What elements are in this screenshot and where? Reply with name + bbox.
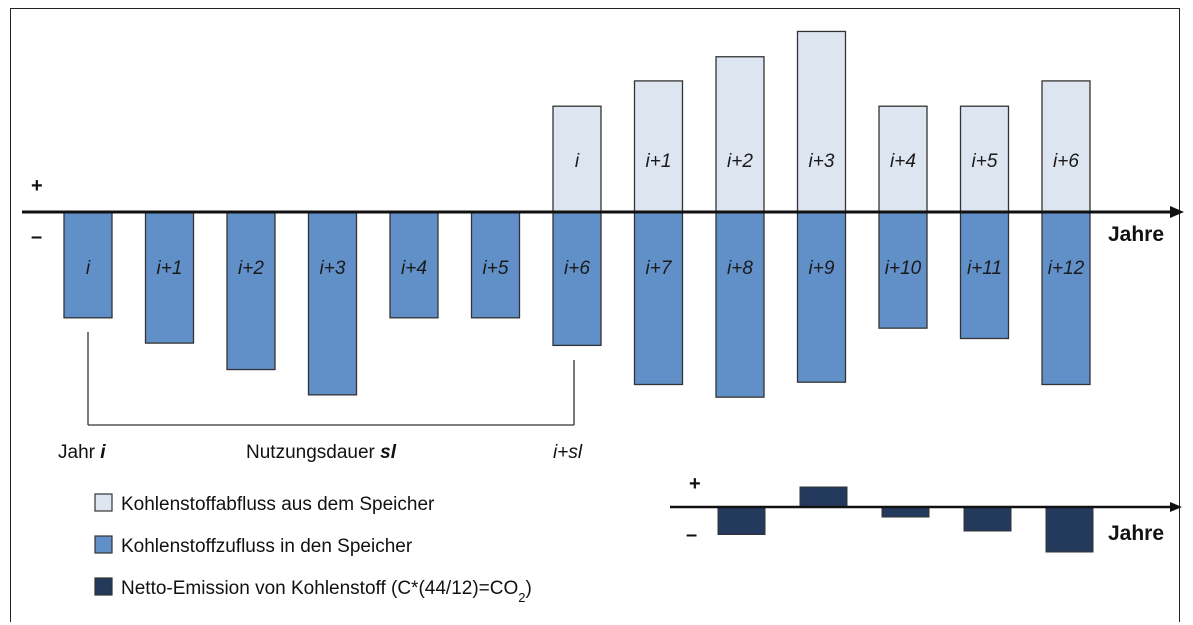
inflow-bar-label: i+10 (885, 258, 922, 279)
legend-swatch-outflow (94, 493, 113, 512)
outflow-bar-label: i (575, 151, 580, 172)
inflow-bar-i+6 (552, 211, 602, 347)
legend-text-net: Netto-Emission von Kohlenstoff (C*(44/12… (121, 578, 532, 605)
outflow-bar-i (552, 105, 602, 213)
outflow-bar-label: i+5 (972, 151, 998, 172)
outflow-bar-label: i+6 (1053, 151, 1079, 172)
legend: Kohlenstoffabfluss aus dem Speicher Kohle… (94, 493, 532, 605)
inflow-bar-i+5 (470, 211, 521, 319)
net-minus-sign: – (686, 524, 697, 546)
inflow-bar-i+2 (226, 211, 276, 371)
legend-text-outflow: Kohlenstoffabfluss aus dem Speicher (121, 494, 435, 515)
outflow-bar-i+6 (1041, 80, 1091, 213)
end-year-label: i+sl (553, 442, 583, 463)
inflow-bar-i+11 (959, 211, 1010, 340)
inflow-bar-i+3 (307, 211, 358, 396)
inflow-bar-label: i+11 (967, 258, 1002, 279)
net-emission-bar (1045, 506, 1094, 553)
inflow-bar-label: i+1 (157, 258, 183, 279)
inflow-bar-label: i+6 (564, 258, 590, 279)
inflow-bar-label: i (86, 258, 91, 279)
figure-frame (10, 8, 1180, 622)
main-minus-sign: – (31, 226, 42, 248)
main-plus-sign: + (31, 175, 43, 197)
inflow-bar-i+12 (1041, 211, 1091, 386)
start-year-label: Jahr i (58, 442, 106, 463)
inflow-bar-label: i+7 (646, 258, 673, 279)
net-emission-bar (963, 506, 1012, 532)
legend-text-inflow: Kohlenstoffzufluss in den Speicher (121, 536, 413, 557)
outflow-bar-i+4 (878, 105, 928, 213)
main-axis-arrow (1170, 206, 1184, 218)
inflow-bar-label: i+9 (809, 258, 835, 279)
outflow-bar-i+1 (633, 80, 684, 213)
inflow-bar-i+9 (796, 211, 847, 383)
outflow-bar-i+3 (796, 30, 847, 213)
net-plus-sign: + (689, 473, 701, 495)
inflow-bar-label: i+12 (1048, 258, 1085, 279)
outflow-bar-label: i+1 (646, 151, 672, 172)
inflow-bar-i+1 (144, 211, 195, 344)
service-life-label: Nutzungsdauer sl (246, 442, 397, 463)
inflow-bar-i (63, 211, 113, 319)
inflow-bar-label: i+5 (483, 258, 509, 279)
outflow-bar-label: i+4 (890, 151, 916, 172)
inflow-bar-i+8 (715, 211, 765, 398)
inflow-bar-label: i+2 (238, 258, 264, 279)
legend-swatch-net (94, 577, 113, 596)
main-bars-group: i i+1 i+2 i+3 i+4 i+5 i+6 i+7 i+8 i+9 i+10 i+11 i+12… (63, 30, 1091, 398)
net-emission-bar (881, 506, 930, 518)
inflow-bar-i+7 (633, 211, 684, 386)
inflow-bar-label: i+4 (401, 258, 427, 279)
net-axis-label: Jahre (1108, 522, 1164, 545)
inflow-bar-i+10 (878, 211, 928, 329)
net-bars-group (717, 486, 1094, 553)
outflow-bar-label: i+2 (727, 151, 753, 172)
service-life-bracket (87, 332, 575, 426)
inflow-bar-label: i+8 (727, 258, 753, 279)
inflow-bar-label: i+3 (320, 258, 346, 279)
outflow-bar-i+2 (715, 56, 765, 213)
net-emission-bar (799, 486, 848, 508)
net-axis-arrow (1170, 502, 1182, 512)
net-emission-bar (717, 506, 766, 535)
legend-swatch-inflow (94, 535, 113, 554)
outflow-bar-label: i+3 (809, 151, 835, 172)
main-axis-label: Jahre (1108, 223, 1164, 246)
